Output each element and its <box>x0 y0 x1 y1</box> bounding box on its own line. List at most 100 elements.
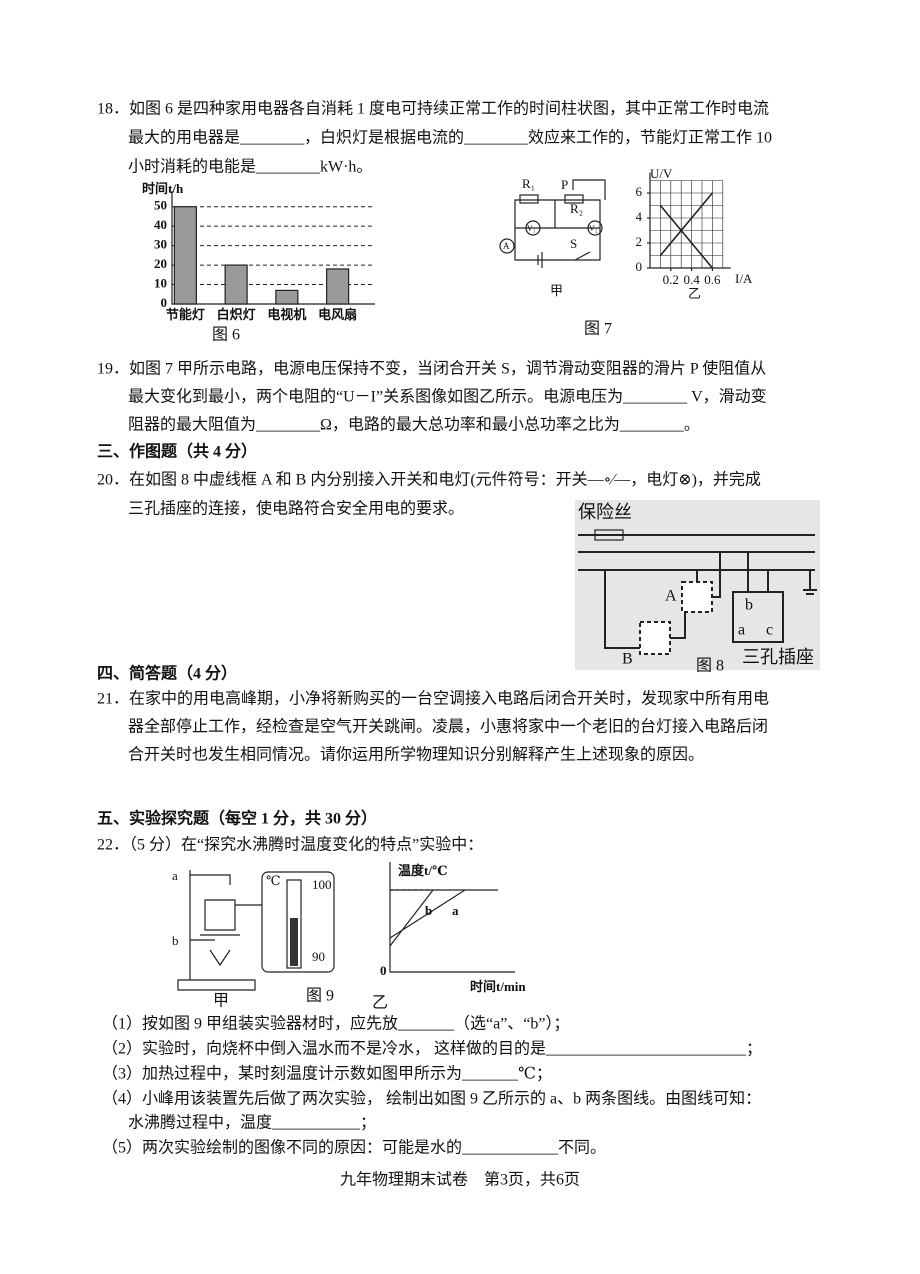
y-label: 温度t/℃ <box>398 863 448 878</box>
label: 90 <box>312 949 325 964</box>
origin: 0 <box>380 963 387 978</box>
x-label: I/A <box>735 271 753 286</box>
graph-lines <box>389 862 515 973</box>
label: 保险丝 <box>578 502 632 522</box>
meter <box>499 238 515 254</box>
q22-stem: 22．（5 分）在“探究水沸腾时温度变化的特点”实验中： <box>97 836 483 854</box>
x-tick-label: 节能灯 <box>166 307 205 322</box>
label: a <box>452 903 459 918</box>
box-a <box>681 581 713 613</box>
label: 甲 <box>213 993 229 1010</box>
sub-question: （2）实验时，向烧杯中倒入温水而不是冷水， 这样做的目的是___________… <box>102 1040 762 1058</box>
y-tick-label: 2 <box>636 234 643 249</box>
q20-line: 20．在如图 8 中虚线框 A 和 B 内分别接入开关和电灯(元件符号：开关—∘… <box>97 471 761 489</box>
apparatus <box>177 870 256 991</box>
box-b <box>639 621 671 655</box>
bar <box>326 268 350 305</box>
q21-line: 合开关时也发生相同情况。请你运用所学物理知识分别解释产生上述现象的原因。 <box>128 746 704 764</box>
label: V₁ <box>527 224 536 233</box>
x-tick-label: 白炽灯 <box>217 307 256 322</box>
battery-switch <box>537 251 591 268</box>
label: A <box>665 588 677 605</box>
line-series <box>659 204 714 269</box>
resistor <box>519 194 539 204</box>
label: ℃ <box>266 873 281 888</box>
q21-line: 器全部停止工作，经检查是空气开关跳闸。凌晨，小惠将家中一个老旧的台灯接入电路后闭 <box>128 718 768 736</box>
label: S <box>570 236 577 251</box>
y-label: U/V <box>650 166 673 181</box>
y-tick-label: 20 <box>154 256 167 271</box>
label: P <box>561 177 568 192</box>
y-tick-label: 10 <box>154 276 167 291</box>
footer: 九年物理期末试卷 第3页，共6页 <box>340 1171 580 1189</box>
label: a <box>738 622 745 639</box>
meter <box>587 220 603 236</box>
q18-line: 最大的用电器是________，白炽灯是根据电流的________效应来工作的，… <box>128 128 772 147</box>
figure-8: 保险丝 A B b a c 三孔插座 图 8 <box>575 500 820 675</box>
sub-question: （5）两次实验绘制的图像不同的原因：可能是水的____________不同。 <box>102 1139 606 1157</box>
caption: 图 6 <box>212 327 240 344</box>
y-tick-label: 30 <box>154 237 167 252</box>
figure-6: 时间t/h 图 6 0 10 20 30 40 50 节能灯 白炽灯 电视机 电风扇 <box>142 181 375 344</box>
y-tick-label: 6 <box>636 184 643 199</box>
q19-line: 最大变化到最小，两个电阻的“U－I”关系图像如图乙所示。电源电压为_______… <box>128 388 767 406</box>
section-heading: 三、作图题（共 4 分） <box>97 442 257 461</box>
label: A <box>503 241 510 251</box>
sub-question: （3）加热过程中，某时刻温度计示数如图甲所示为_______℃； <box>102 1065 552 1083</box>
y-tick-label: 50 <box>154 198 167 213</box>
label: a <box>172 868 178 883</box>
sub-question: 水沸腾过程中，温度___________； <box>128 1114 376 1132</box>
q20-line: 三孔插座的连接，使电路符合安全用电的要求。 <box>128 500 464 518</box>
caption: 图 8 <box>696 658 724 675</box>
y-tick-label: 4 <box>636 209 643 224</box>
bar <box>224 264 248 305</box>
section-heading: 四、简答题（4 分） <box>97 664 237 683</box>
slider <box>572 179 606 200</box>
resistor <box>564 194 584 204</box>
caption: 图 9 <box>306 988 334 1005</box>
y-label: 时间t/h <box>142 181 184 196</box>
wires <box>604 552 769 649</box>
q21-line: 21．在家中的用电高峰期，小净将新购买的一台空调接入电路后闭合开关时，发现家中所… <box>97 690 769 708</box>
meter <box>525 220 541 236</box>
x-tick-label: 电视机 <box>267 307 306 322</box>
x-tick-label: 0.2 <box>663 272 679 287</box>
x-tick-label: 0.6 <box>704 272 721 287</box>
label: 乙 <box>372 995 388 1012</box>
y-tick-label: 0 <box>161 295 168 310</box>
q19-line: 19．如图 7 甲所示电路，电源电压保持不变，当闭合开关 S，调节滑动变阻器的滑… <box>97 360 766 378</box>
wire <box>514 199 601 261</box>
bar <box>173 206 197 305</box>
figure-7-circuit: R₁ P R₂ V₁ V₂ A S 甲 图 7 <box>499 176 612 338</box>
label: R₂ <box>570 201 583 216</box>
socket <box>732 591 784 643</box>
x-tick-label: 0.4 <box>683 272 700 287</box>
x-label: 时间t/min <box>470 979 526 994</box>
caption: 图 7 <box>584 321 612 338</box>
label: V₂ <box>589 224 598 233</box>
fuse <box>594 529 624 541</box>
thermometer <box>261 871 335 973</box>
label: 甲 <box>550 283 563 298</box>
figure-7-graph: U/V I/A 乙 0 2 4 6 0.2 0.4 0.6 <box>636 166 753 301</box>
label: b <box>745 597 753 614</box>
label: 乙 <box>688 286 701 301</box>
label: R₁ <box>522 176 535 191</box>
label: 三孔插座 <box>742 647 814 667</box>
bar <box>275 289 299 305</box>
section-heading: 五、实验探究题（每空 1 分，共 30 分） <box>97 809 377 828</box>
line-series <box>659 192 714 257</box>
x-tick-label: 电风扇 <box>318 307 357 322</box>
label: c <box>766 622 773 639</box>
sub-question: （4）小峰用该装置先后做了两次实验， 绘制出如图 9 乙所示的 a、b 两条图线… <box>102 1090 761 1108</box>
q18-line: 18．如图 6 是四种家用电器各自消耗 1 度电可持续正常工作的时间柱状图，其中… <box>97 100 769 118</box>
tube <box>286 879 302 969</box>
label: b <box>172 933 179 948</box>
q19-line: 阻器的最大阻值为________Ω，电路的最大总功率和最小总功率之比为_____… <box>128 416 700 434</box>
sub-question: （1）按如图 9 甲组装实验器材时，应先放_______（选“a”、“b”）； <box>102 1014 570 1033</box>
q18-line: 小时消耗的电能是________kW·h。 <box>128 158 372 176</box>
label: 100 <box>312 877 332 892</box>
mercury <box>290 918 298 966</box>
label: B <box>622 651 633 668</box>
